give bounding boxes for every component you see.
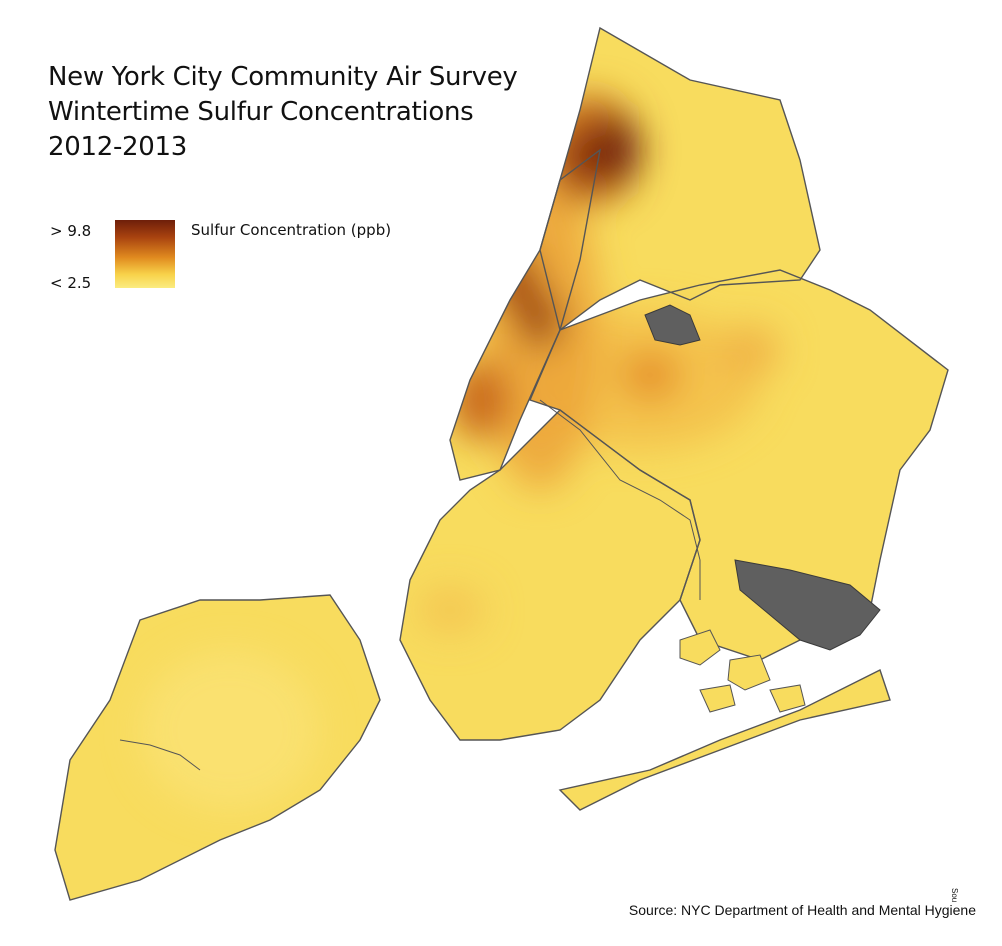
legend-min-label: < 2.5 (50, 274, 92, 292)
title-line-1: New York City Community Air Survey (48, 62, 518, 92)
airports (644, 304, 881, 651)
title-line-3: 2012-2013 (48, 132, 188, 162)
staten-island-outline (54, 594, 381, 901)
legend-title: Sulfur Concentration (ppb) (191, 221, 392, 239)
laguardia-airport (644, 304, 701, 346)
manhattan-outline (449, 148, 602, 481)
jamaica-bay-islands (679, 629, 806, 713)
borough-boundary (539, 399, 701, 600)
title-line-2: Wintertime Sulfur Concentrations (48, 97, 474, 127)
legend-max-label: > 9.8 (50, 222, 92, 240)
staten-creek (119, 739, 201, 771)
legend-color-ramp (115, 220, 175, 288)
rockaway-outline (558, 669, 891, 811)
map-title: New York City Community Air Survey Winte… (48, 60, 518, 165)
jfk-airport (734, 559, 881, 651)
source-credit: Source: NYC Department of Health and Men… (628, 902, 976, 918)
side-mark: Sou (950, 888, 959, 903)
coastlines (54, 26, 949, 901)
brooklyn-outline (399, 409, 701, 741)
